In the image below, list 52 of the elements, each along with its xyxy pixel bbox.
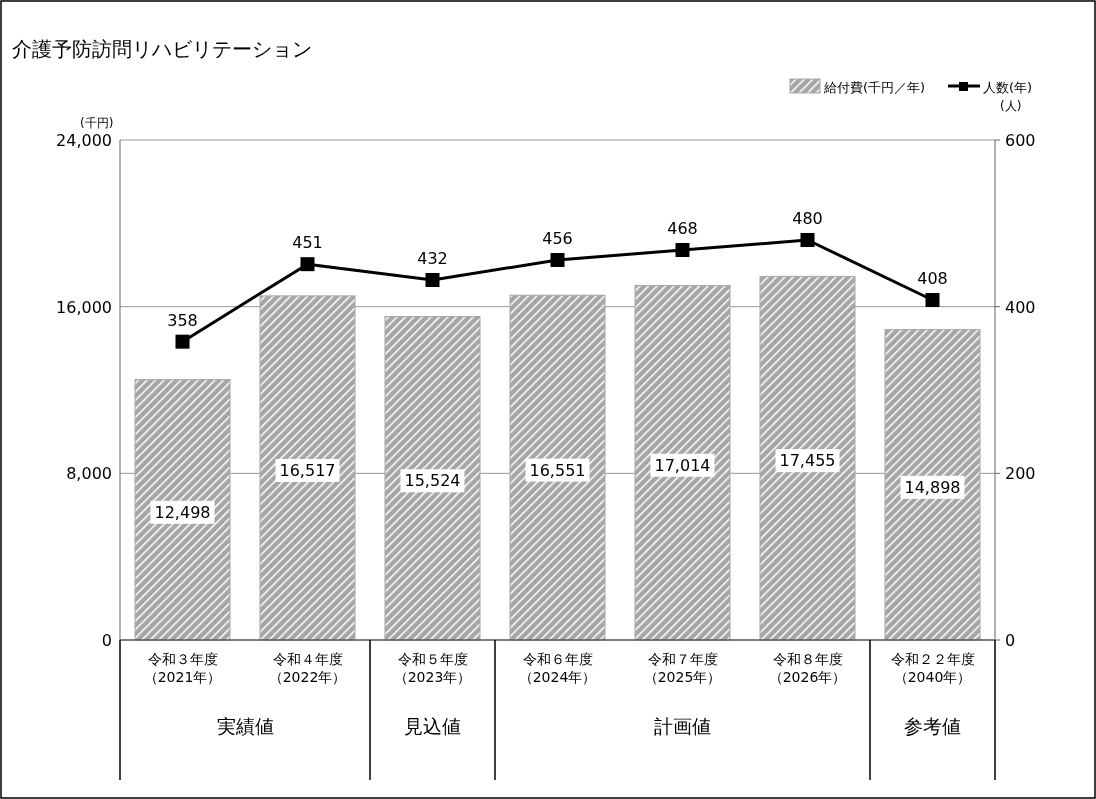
- data-label: 15,524: [404, 471, 461, 491]
- text: 参考値: [904, 715, 961, 737]
- data-label: 16,551: [529, 460, 586, 480]
- point: [550, 253, 565, 267]
- point: [425, 273, 440, 287]
- y2-axis-title: (人): [1000, 99, 1022, 113]
- bar: [634, 285, 731, 641]
- data-label: 12,498: [154, 502, 211, 522]
- bar: [134, 379, 231, 641]
- data-label: 480: [792, 209, 823, 228]
- x-tick-label: 令和６年度（2024年）: [518, 651, 597, 685]
- y2-tick-label: 0: [1005, 631, 1016, 650]
- point: [800, 233, 815, 247]
- x-tick-label: 令和４年度（2022年）: [268, 651, 347, 685]
- x-tick-label: 令和５年度（2023年）: [393, 651, 472, 685]
- data-label: 17,014: [654, 455, 711, 475]
- x-tick-label: 令和２２年度（2040年）: [890, 651, 975, 685]
- bar: [259, 295, 356, 641]
- data-label: 456: [542, 229, 573, 248]
- legend-label: 人数(年): [983, 80, 1033, 95]
- point: [300, 257, 315, 272]
- point: [925, 293, 940, 307]
- legend-label: 給付費(千円／年): [823, 80, 926, 95]
- data-label: 432: [417, 249, 448, 268]
- data-label: 451: [292, 233, 323, 253]
- y-axis-title: (千円): [80, 116, 114, 130]
- x-tick-label: 令和８年度（2026年）: [768, 651, 847, 685]
- y2-tick-label: 400: [1005, 297, 1036, 317]
- bar: [384, 316, 481, 641]
- y2-tick-label: 200: [1005, 464, 1036, 484]
- y-tick-label: 8,000: [66, 464, 112, 484]
- y-tick-label: 16,000: [56, 297, 112, 317]
- y-tick-label: 0: [101, 631, 112, 650]
- data-label: 17,455: [779, 451, 836, 471]
- bar: [759, 275, 856, 641]
- point: [175, 334, 190, 349]
- bar: [884, 329, 981, 641]
- y-tick-label: 24,000: [56, 131, 112, 150]
- data-label: 468: [667, 219, 698, 238]
- text: 実績値: [216, 715, 274, 737]
- x-tick-label: 令和７年度（2025年）: [643, 651, 722, 685]
- chart-title: 介護予防訪問リハビリテーション: [12, 37, 312, 61]
- x-tick-label: 令和３年度（2021年）: [143, 651, 222, 685]
- point: [675, 243, 690, 257]
- bar: [509, 294, 606, 641]
- data-label: 358: [167, 310, 198, 330]
- y2-tick-label: 600: [1005, 131, 1036, 150]
- data-label: 14,898: [904, 477, 961, 497]
- text: 見込値: [404, 715, 461, 737]
- data-label: 408: [917, 269, 948, 288]
- text: 計画値: [654, 715, 711, 737]
- data-label: 16,517: [279, 460, 336, 480]
